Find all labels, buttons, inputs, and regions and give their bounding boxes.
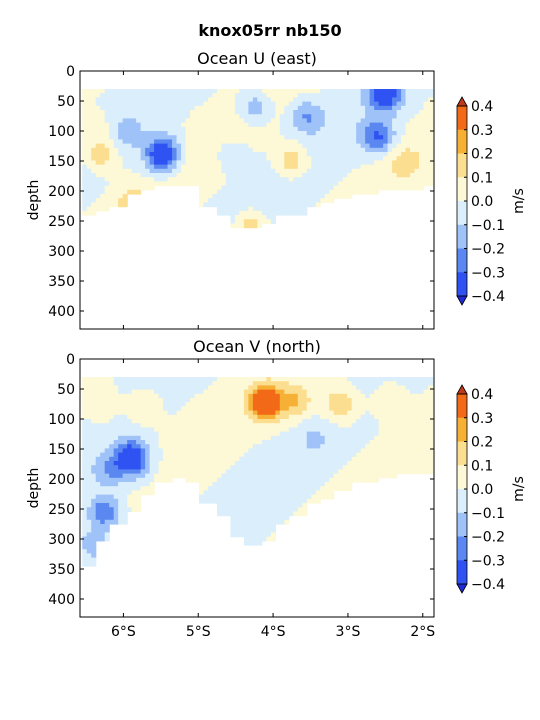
x-tick-label: 4°S (261, 624, 286, 640)
colorbar-tick-label: 0.1 (471, 458, 493, 474)
colorbar-extend-min (456, 295, 468, 306)
y-tick-label: 0 (66, 352, 75, 368)
x-tick-label: 5°S (186, 624, 211, 640)
colorbar-tick-label: 0.3 (471, 123, 493, 139)
y-tick-label: 100 (48, 124, 75, 140)
y-tick-label: 400 (48, 304, 75, 320)
plot-frame (79, 358, 435, 618)
colorbar-segment (457, 489, 467, 514)
x-tick-label: 2°S (410, 624, 435, 640)
chart-panel-1: Ocean U (east) 0 50 100 150 200 250 300 350 400 de… (26, 49, 527, 330)
y-axis-label: depth (26, 180, 42, 221)
colorbar-tick-label: −0.2 (471, 242, 505, 258)
colorbar-segment (457, 512, 467, 537)
colorbar-tick-label: 0.1 (471, 170, 493, 186)
y-tick-label: 50 (57, 382, 75, 398)
colorbar-tick-label: −0.4 (471, 577, 505, 593)
y-tick-label: 250 (48, 214, 75, 230)
y-tick-label: 50 (57, 94, 75, 110)
colorbar-label: m/s (511, 476, 527, 502)
colorbar-tick-label: 0.2 (471, 147, 493, 163)
colorbar-extend-max (456, 96, 468, 107)
colorbar-tick-label: 0.4 (471, 387, 493, 403)
colorbar-segment (457, 248, 467, 273)
y-tick-label: 200 (48, 472, 75, 488)
colorbar-segment (457, 177, 467, 202)
figure-title: knox05rr nb150 (198, 21, 341, 40)
y-tick-label: 0 (66, 64, 75, 80)
y-axis-label: depth (26, 468, 42, 509)
colorbar-tick-label: 0.0 (471, 482, 493, 498)
y-tick-label: 100 (48, 412, 75, 428)
x-tick-label: 3°S (336, 624, 361, 640)
colorbar-segment (457, 417, 467, 442)
colorbar: 0.4 0.3 0.2 0.1 0.0 −0.1 −0.2 −0.3 −0.4 m/s (456, 96, 527, 306)
colorbar-tick-label: −0.2 (471, 530, 505, 546)
colorbar-extend-max (456, 384, 468, 395)
colorbar-segment (457, 153, 467, 178)
colorbar-tick-label: −0.3 (471, 553, 505, 569)
colorbar-tick-label: 0.4 (471, 99, 493, 115)
colorbar-segment (457, 201, 467, 226)
colorbar-segment (457, 224, 467, 249)
colorbar-tick-label: 0.3 (471, 411, 493, 427)
y-tick-label: 300 (48, 244, 75, 260)
y-tick-label: 150 (48, 442, 75, 458)
colorbar: 0.4 0.3 0.2 0.1 0.0 −0.1 −0.2 −0.3 −0.4 m/s (456, 384, 527, 594)
contour-field (82, 377, 434, 567)
y-tick-label: 350 (48, 274, 75, 290)
colorbar-extend-min (456, 583, 468, 594)
y-tick-label: 150 (48, 154, 75, 170)
colorbar-segment (457, 272, 467, 297)
colorbar-segment (457, 536, 467, 561)
plot-frame (79, 70, 435, 330)
y-tick-label: 400 (48, 592, 75, 608)
colorbar-segment (457, 129, 467, 154)
colorbar-tick-label: −0.1 (471, 218, 505, 234)
y-tick-label: 350 (48, 562, 75, 578)
y-tick-label: 300 (48, 532, 75, 548)
colorbar-tick-label: −0.4 (471, 289, 505, 305)
colorbar-segment (457, 441, 467, 466)
contour-field (82, 89, 434, 229)
y-tick-label: 250 (48, 502, 75, 518)
colorbar-segment (457, 394, 467, 419)
colorbar-segment (457, 560, 467, 585)
colorbar-segment (457, 106, 467, 131)
colorbar-label: m/s (511, 188, 527, 214)
chart-panel-2: Ocean V (north) 0 50 100 150 200 250 300 350 400 d… (26, 337, 527, 640)
y-tick-label: 200 (48, 184, 75, 200)
colorbar-segment (457, 465, 467, 490)
chart-title: Ocean V (north) (193, 337, 321, 356)
x-tick-label: 6°S (111, 624, 136, 640)
chart-title: Ocean U (east) (197, 49, 317, 68)
colorbar-tick-label: −0.3 (471, 265, 505, 281)
colorbar-tick-label: 0.0 (471, 194, 493, 210)
colorbar-tick-label: −0.1 (471, 506, 505, 522)
colorbar-tick-label: 0.2 (471, 435, 493, 451)
